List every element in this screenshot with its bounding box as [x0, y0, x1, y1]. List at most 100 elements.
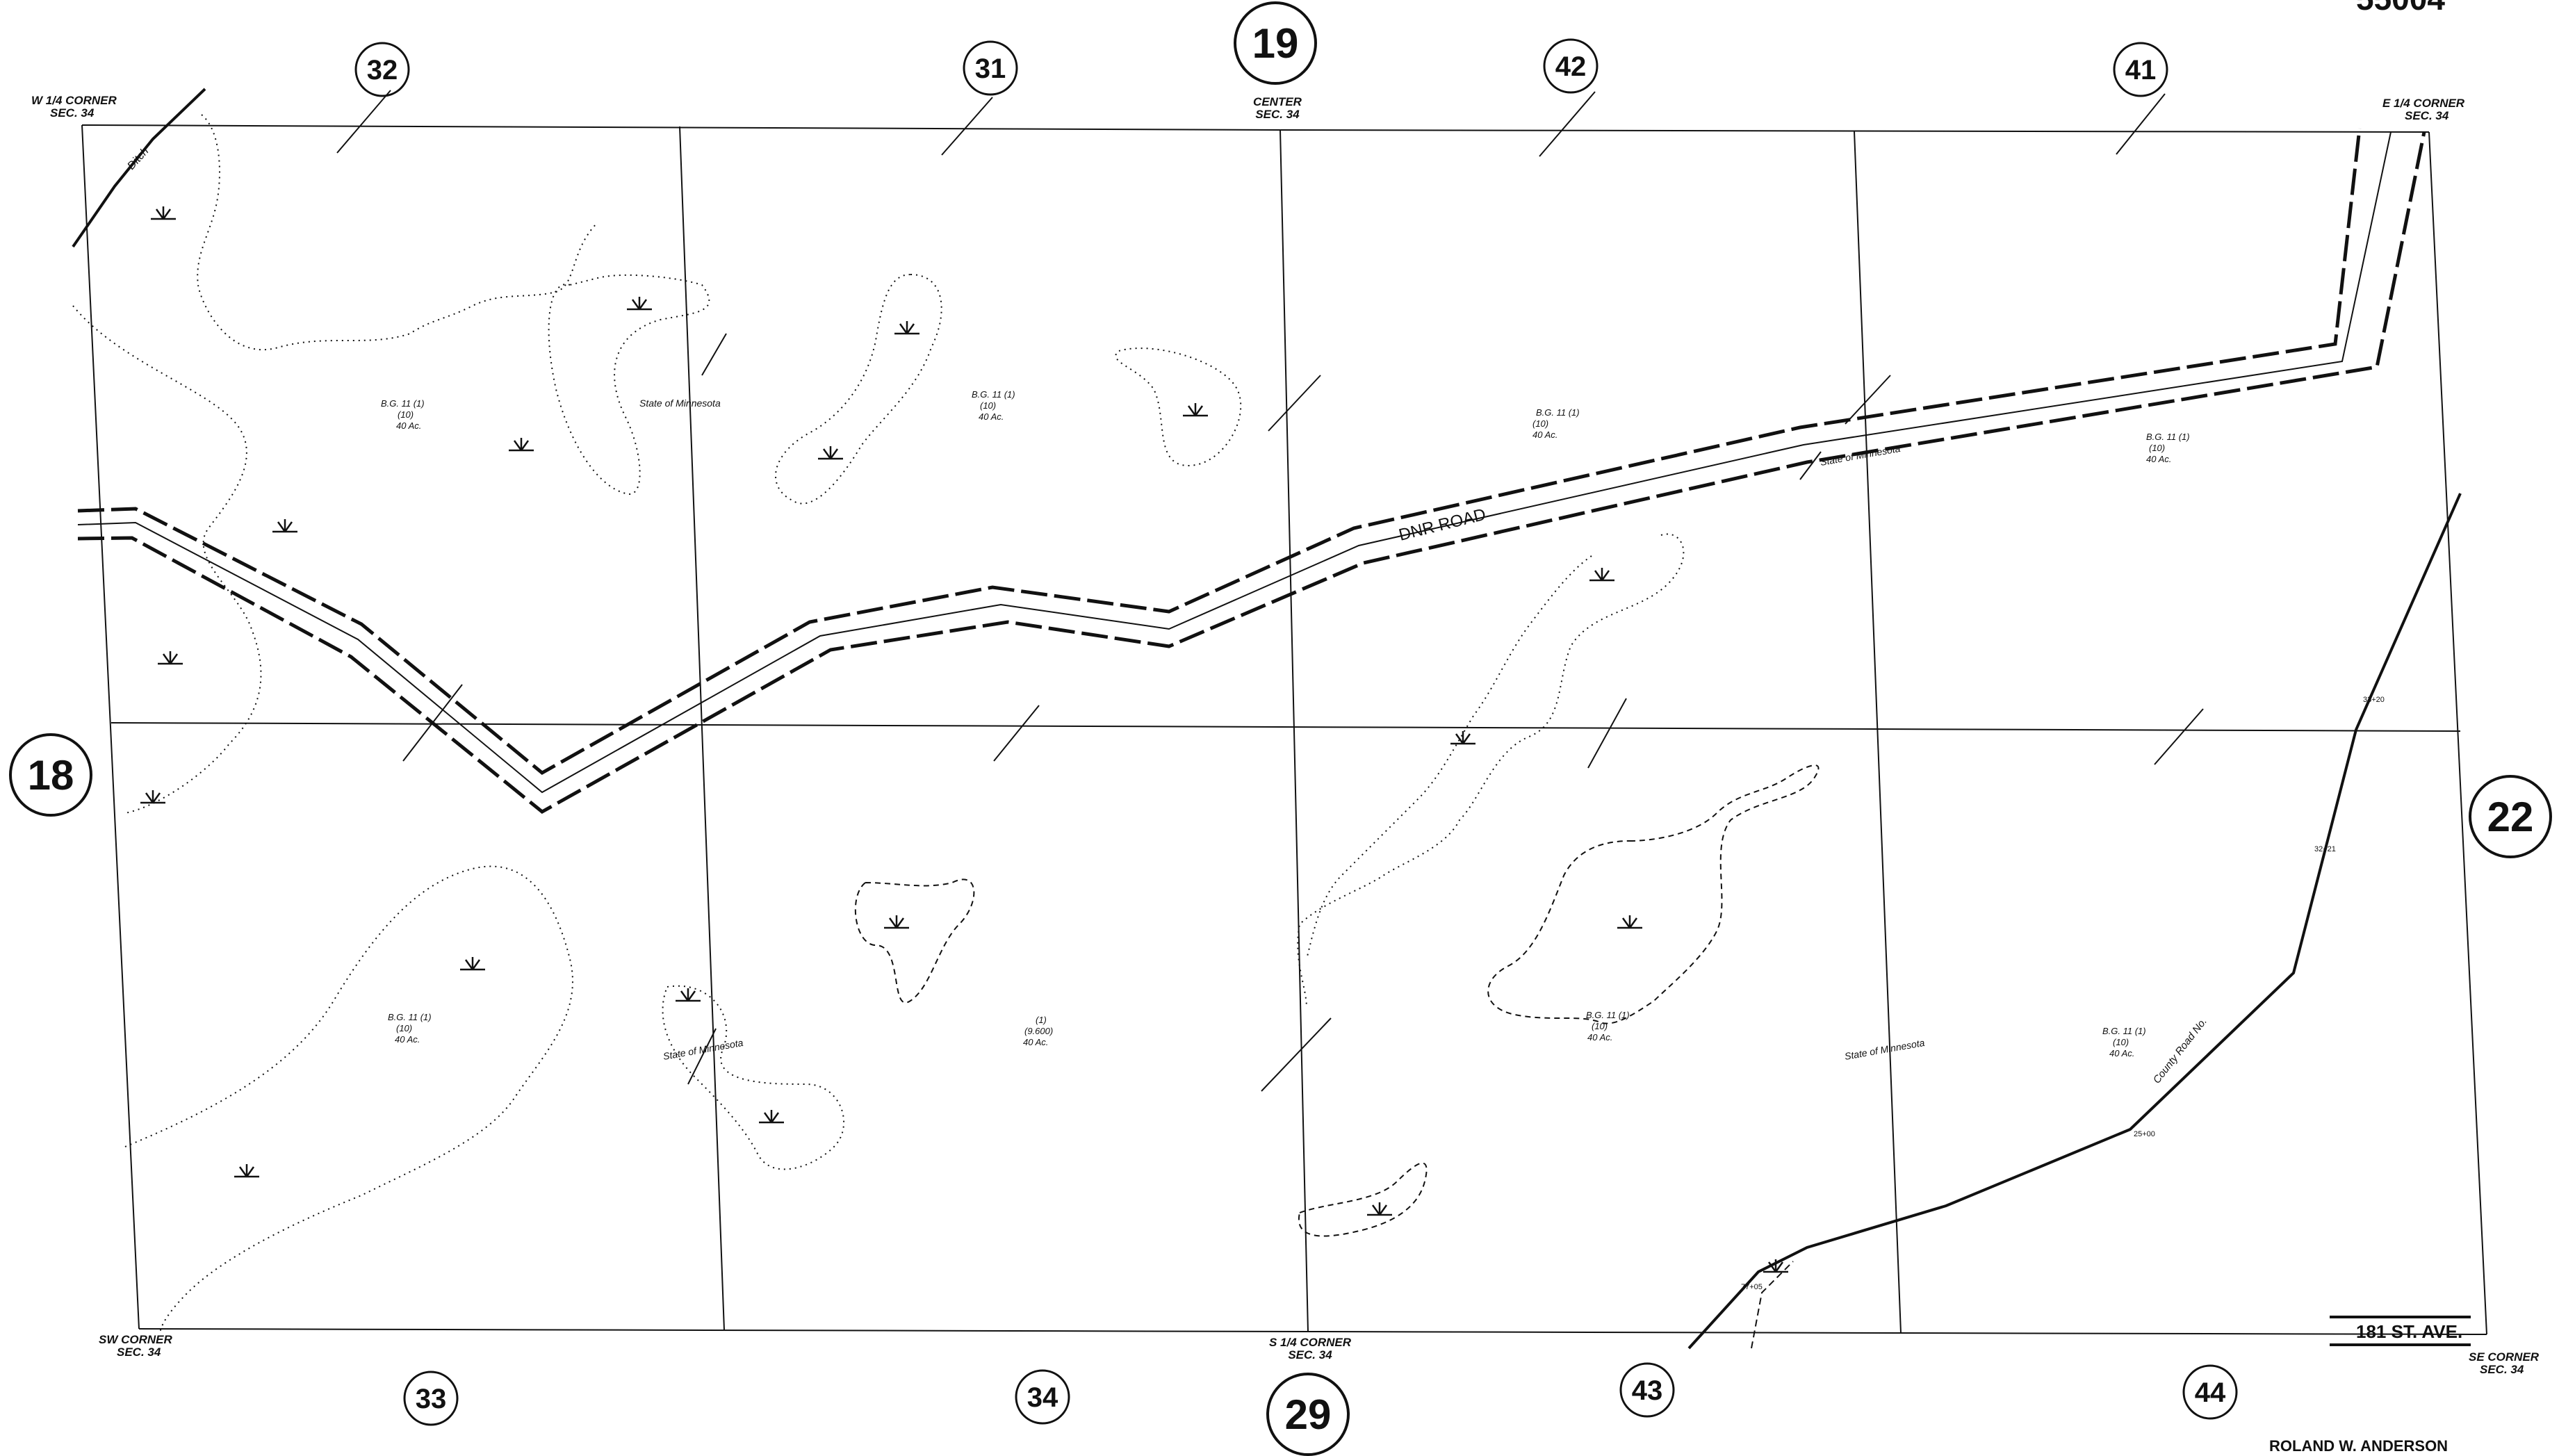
- svg-text:(10): (10): [1532, 418, 1548, 429]
- parcel-44: 44: [2182, 1364, 2238, 1420]
- marsh-symbol: [1450, 731, 1475, 745]
- dnr-road: DNR ROAD: [77, 128, 2426, 815]
- station-label: 25+00: [2134, 1130, 2155, 1138]
- svg-text:34: 34: [1027, 1382, 1058, 1413]
- parcel-33: 33: [403, 1371, 459, 1426]
- marsh-symbol: [1367, 1202, 1392, 1216]
- svg-text:B.G. 11 (1): B.G. 11 (1): [381, 398, 425, 409]
- marsh-symbol: [460, 957, 485, 971]
- svg-text:B.G. 11 (1): B.G. 11 (1): [2102, 1026, 2146, 1036]
- svg-text:SEC. 34: SEC. 34: [2480, 1363, 2524, 1376]
- station-label: 33+20: [2363, 696, 2385, 704]
- section-east: 22: [2469, 775, 2552, 858]
- svg-text:CENTER: CENTER: [1253, 95, 1302, 108]
- svg-text:(10): (10): [1592, 1021, 1608, 1031]
- svg-text:40 Ac.: 40 Ac.: [1532, 430, 1558, 440]
- marsh-symbol: [894, 321, 919, 335]
- marsh-symbol: [884, 915, 909, 929]
- marsh-symbols: [140, 206, 1788, 1273]
- parcel-34: 34: [1015, 1369, 1070, 1425]
- owner-labels: State of Minnesota State of Minnesota St…: [639, 398, 1926, 1062]
- svg-text:(10): (10): [398, 409, 414, 420]
- station-label: 77+05: [1741, 1283, 1763, 1291]
- parcel-circles: 32 31 42 41 33 34 43 44: [354, 38, 2238, 1426]
- marsh-symbol: [818, 446, 843, 460]
- parcel-description-e: B.G. 11 (1)(10)40 Ac.: [388, 1012, 432, 1045]
- svg-text:18: 18: [28, 752, 74, 799]
- svg-text:W 1/4 CORNER: W 1/4 CORNER: [31, 94, 117, 107]
- marsh-symbol: [509, 438, 534, 452]
- svg-text:40 Ac.: 40 Ac.: [2109, 1048, 2134, 1058]
- svg-text:40 Ac.: 40 Ac.: [1587, 1032, 1612, 1042]
- svg-text:31: 31: [975, 54, 1006, 84]
- credit-text: ROLAND W. ANDERSON: [2269, 1437, 2448, 1455]
- road-stations: 33+20 32+21 25+00 77+05: [1741, 696, 2385, 1291]
- parcel-42: 42: [1543, 38, 1599, 94]
- marsh-symbol: [627, 297, 652, 311]
- marsh-symbol: [1183, 403, 1208, 417]
- section-grid: [81, 124, 2487, 1335]
- marsh-symbol: [1763, 1259, 1788, 1273]
- owner-label: State of Minnesota: [1844, 1037, 1926, 1062]
- parcel-32: 32: [354, 42, 410, 97]
- street-label: 181 ST. AVE.: [2356, 1321, 2462, 1342]
- svg-text:(9.600): (9.600): [1024, 1026, 1053, 1036]
- svg-text:40 Ac.: 40 Ac.: [396, 420, 421, 431]
- section-south: 29: [1266, 1373, 1350, 1456]
- svg-text:(10): (10): [980, 400, 996, 411]
- svg-text:(10): (10): [396, 1023, 412, 1033]
- svg-text:42: 42: [1555, 51, 1587, 82]
- svg-text:(10): (10): [2113, 1037, 2129, 1047]
- owner-label: State of Minnesota: [1820, 443, 1902, 468]
- svg-text:B.G. 11 (1): B.G. 11 (1): [1586, 1010, 1630, 1020]
- parcel-43: 43: [1619, 1362, 1675, 1418]
- parcel-41: 41: [2113, 42, 2168, 97]
- svg-text:SEC. 34: SEC. 34: [50, 106, 95, 120]
- svg-text:SW CORNER: SW CORNER: [99, 1333, 173, 1346]
- dashed-marsh-outlines: [854, 764, 1820, 1237]
- parcel-31: 31: [963, 40, 1018, 96]
- svg-text:B.G. 11 (1): B.G. 11 (1): [388, 1012, 432, 1022]
- parcel-description-g: B.G. 11 (1)(10)40 Ac.: [1586, 1010, 1630, 1042]
- marsh-symbol: [759, 1110, 784, 1124]
- svg-text:B.G. 11 (1): B.G. 11 (1): [972, 389, 1015, 400]
- sheet-number: 55004: [2356, 0, 2445, 17]
- direction-arrows: [336, 90, 2204, 1092]
- svg-text:S 1/4 CORNER: S 1/4 CORNER: [1269, 1336, 1352, 1349]
- marsh-symbol: [140, 790, 165, 804]
- ditch-label: Ditch: [125, 145, 151, 172]
- owner-label: State of Minnesota: [639, 398, 721, 409]
- marsh-symbol: [1617, 915, 1642, 929]
- svg-text:B.G. 11 (1): B.G. 11 (1): [2146, 432, 2190, 442]
- parcel-description-b: B.G. 11 (1)(10)40 Ac.: [972, 389, 1015, 422]
- svg-text:44: 44: [2195, 1377, 2226, 1408]
- street-181: 181 ST. AVE.: [2330, 1316, 2471, 1346]
- marsh-symbol: [158, 651, 183, 665]
- svg-text:32: 32: [367, 55, 398, 85]
- svg-text:19: 19: [1252, 20, 1299, 67]
- svg-text:B.G. 11 (1): B.G. 11 (1): [1536, 407, 1580, 418]
- parcel-description-f: (1)(9.600)40 Ac.: [1023, 1015, 1053, 1047]
- svg-text:(1): (1): [1036, 1015, 1047, 1025]
- svg-text:SEC. 34: SEC. 34: [1288, 1348, 1332, 1361]
- section-north: 19: [1234, 1, 1317, 85]
- svg-text:SEC. 34: SEC. 34: [117, 1345, 161, 1359]
- marsh-symbol: [1589, 568, 1614, 582]
- svg-text:SEC. 34: SEC. 34: [2405, 109, 2449, 122]
- svg-text:40 Ac.: 40 Ac.: [2146, 454, 2171, 464]
- parcel-description-c: B.G. 11 (1)(10)40 Ac.: [1532, 407, 1580, 440]
- marsh-outlines: [72, 114, 1685, 1335]
- svg-text:E 1/4 CORNER: E 1/4 CORNER: [2382, 97, 2465, 110]
- section-west: 18: [9, 733, 92, 817]
- svg-text:43: 43: [1632, 1375, 1663, 1406]
- svg-text:SE CORNER: SE CORNER: [2469, 1350, 2540, 1364]
- section-circles: 19 29 18 22: [9, 1, 2552, 1456]
- svg-text:33: 33: [416, 1384, 447, 1414]
